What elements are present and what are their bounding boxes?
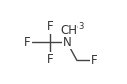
Text: CH: CH xyxy=(60,24,77,37)
Text: 3: 3 xyxy=(78,22,83,31)
Text: F: F xyxy=(91,54,98,67)
Text: N: N xyxy=(62,36,71,48)
Text: F: F xyxy=(47,20,53,33)
Text: F: F xyxy=(24,36,31,48)
Text: F: F xyxy=(47,53,53,66)
